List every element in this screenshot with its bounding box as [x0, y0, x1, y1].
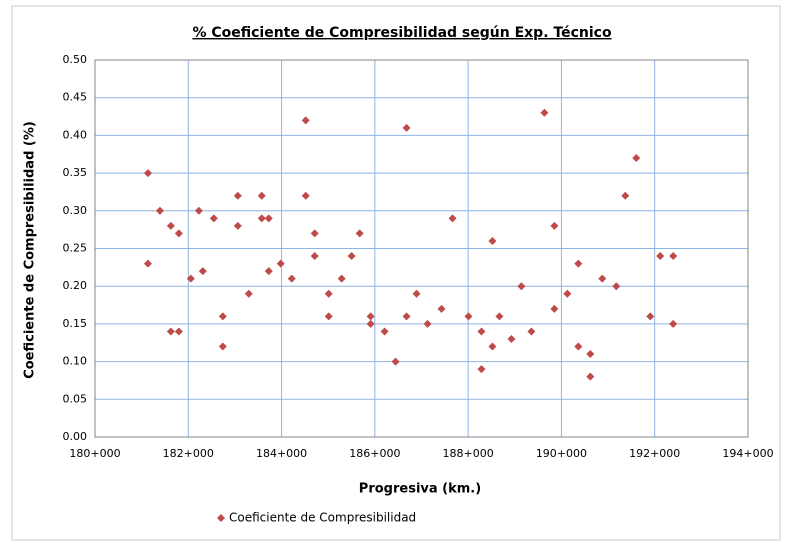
point [174, 229, 183, 238]
point [166, 221, 175, 230]
chart-title: % Coeficiente de Compresibilidad según E… [192, 25, 612, 41]
x-tick-label: 190+000 [536, 447, 587, 460]
point [194, 206, 203, 215]
point [218, 312, 227, 321]
point [612, 282, 621, 291]
y-tick-label: 0.35 [63, 166, 88, 179]
point [257, 191, 266, 200]
point [477, 365, 486, 374]
point [488, 342, 497, 351]
point [507, 334, 516, 343]
legend-marker [217, 514, 225, 522]
point [276, 259, 285, 268]
x-tick-label: 186+000 [349, 447, 400, 460]
point [423, 319, 432, 328]
point [143, 259, 152, 268]
point [287, 274, 296, 283]
x-tick-label: 180+000 [69, 447, 120, 460]
y-axis-label: Coeficiente de Compresibilidad (%) [23, 121, 38, 379]
point [366, 312, 375, 321]
point [448, 214, 457, 223]
point [155, 206, 164, 215]
point [310, 252, 319, 261]
point [632, 154, 641, 163]
point [646, 312, 655, 321]
point [366, 319, 375, 328]
x-tick-label: 194+000 [722, 447, 773, 460]
y-tick-label: 0.05 [63, 392, 88, 405]
point [477, 327, 486, 336]
plot-border [94, 59, 749, 438]
point [495, 312, 504, 321]
point [257, 214, 266, 223]
point [143, 169, 152, 178]
x-tick-label: 184+000 [256, 447, 307, 460]
point [264, 214, 273, 223]
point [301, 116, 310, 125]
x-tick-label: 188+000 [443, 447, 494, 460]
point [166, 327, 175, 336]
y-tick-label: 0.15 [63, 317, 88, 330]
point [437, 304, 446, 313]
point [540, 108, 549, 117]
point [586, 350, 595, 359]
point [186, 274, 195, 283]
point [174, 327, 183, 336]
point [233, 191, 242, 200]
point [574, 259, 583, 268]
x-axis-label: Progresiva (km.) [359, 482, 481, 497]
y-tick-label: 0.00 [63, 430, 88, 443]
point [337, 274, 346, 283]
point [598, 274, 607, 283]
legend-label: Coeficiente de Compresibilidad [229, 511, 416, 525]
chart-frame [11, 5, 781, 541]
point [656, 252, 665, 261]
x-tick-label: 192+000 [629, 447, 680, 460]
point [669, 319, 678, 328]
point [209, 214, 218, 223]
point [412, 289, 421, 298]
point [669, 252, 678, 261]
point [233, 221, 242, 230]
y-tick-label: 0.50 [63, 53, 88, 66]
point [218, 342, 227, 351]
y-tick-label: 0.25 [63, 242, 88, 255]
point [563, 289, 572, 298]
y-tick-label: 0.20 [63, 279, 88, 292]
point [244, 289, 253, 298]
y-tick-label: 0.30 [63, 204, 88, 217]
point [402, 312, 411, 321]
x-tick-label: 182+000 [163, 447, 214, 460]
point [324, 312, 333, 321]
point [464, 312, 473, 321]
point [574, 342, 583, 351]
point [527, 327, 536, 336]
point [402, 123, 411, 132]
point [391, 357, 400, 366]
point [264, 267, 273, 276]
y-tick-label: 0.45 [63, 91, 88, 104]
point [355, 229, 364, 238]
point [301, 191, 310, 200]
y-tick-label: 0.40 [63, 128, 88, 141]
point [324, 289, 333, 298]
point [380, 327, 389, 336]
point [517, 282, 526, 291]
point [621, 191, 630, 200]
point [347, 252, 356, 261]
point [198, 267, 207, 276]
point [488, 236, 497, 245]
point [310, 229, 319, 238]
y-tick-label: 0.10 [63, 355, 88, 368]
point [550, 221, 559, 230]
point [550, 304, 559, 313]
point [586, 372, 595, 381]
